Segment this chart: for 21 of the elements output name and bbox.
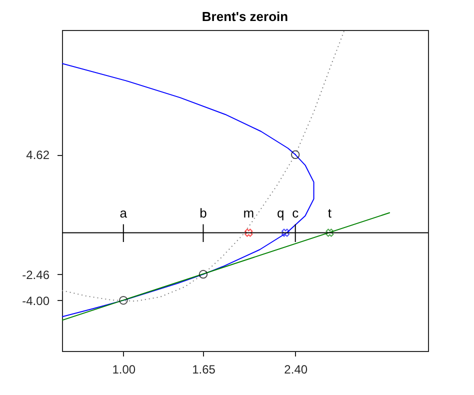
x-tick-label: 2.40	[284, 362, 308, 376]
chart-title: Brent's zeroin	[202, 9, 288, 24]
x-tick-label: 1.65	[192, 362, 216, 376]
annotation: c	[292, 206, 300, 221]
annotation: a	[120, 206, 128, 221]
annotation: m	[243, 206, 254, 221]
annotation: q	[277, 206, 284, 221]
line-series	[62, 62, 314, 318]
point	[119, 296, 128, 305]
point	[326, 228, 334, 237]
point	[244, 228, 253, 237]
y-tick-label: -2.46	[22, 268, 50, 282]
annotation: b	[200, 206, 207, 221]
annotation: t	[328, 206, 332, 221]
line-series	[62, 30, 345, 302]
point	[282, 228, 290, 237]
y-tick-label: -4.00	[22, 294, 50, 308]
x-tick-label: 1.00	[112, 362, 136, 376]
point	[290, 150, 300, 160]
point	[198, 270, 208, 279]
y-tick-label: 4.62	[26, 148, 50, 162]
